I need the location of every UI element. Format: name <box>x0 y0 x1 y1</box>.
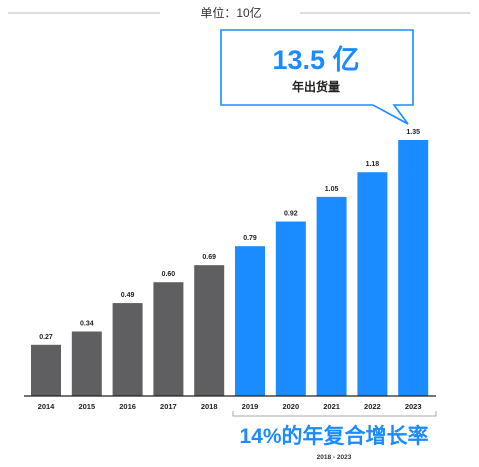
bar-2014 <box>31 344 61 396</box>
bar-2015 <box>71 331 102 396</box>
x-tick-label-2014: 2014 <box>38 402 56 411</box>
bar-2016 <box>112 303 143 396</box>
callout-label: 年出货量 <box>292 79 340 94</box>
bar-value-label-2016: 0.49 <box>121 292 135 299</box>
x-tick-label-2016: 2016 <box>119 402 136 411</box>
bar-series: 0.27 2014 0.34 2015 0.49 2016 0.60 2017 0.69 2018… <box>31 129 429 411</box>
bar-2020 <box>275 221 306 396</box>
bar-2021 <box>316 196 347 396</box>
x-tick-label-2015: 2015 <box>78 402 95 411</box>
bar-2018 <box>194 265 225 396</box>
bar-2019 <box>235 246 265 396</box>
x-tick-label-2018: 2018 <box>201 402 218 411</box>
x-tick-label-2019: 2019 <box>242 402 259 411</box>
bar-value-label-2014: 0.27 <box>39 334 53 341</box>
cagr-bracket <box>232 411 437 417</box>
unit-label: 单位：10亿 <box>200 5 261 20</box>
x-tick-label-2017: 2017 <box>160 402 177 411</box>
callout-value: 13.5 亿 <box>272 45 359 75</box>
callout-box <box>220 29 414 125</box>
bar-value-label-2019: 0.79 <box>243 235 257 242</box>
bar-value-label-2022: 1.18 <box>366 161 380 168</box>
x-tick-label-2022: 2022 <box>364 402 381 411</box>
bar-value-label-2015: 0.34 <box>80 321 94 328</box>
bar-value-label-2023: 1.35 <box>406 129 420 136</box>
x-tick-label-2023: 2023 <box>405 402 422 411</box>
bar-2017 <box>153 282 184 396</box>
bar-value-label-2018: 0.69 <box>202 254 216 261</box>
cagr-text: 14%的年复合增长率 <box>239 424 428 448</box>
x-tick-label-2020: 2020 <box>282 402 299 411</box>
cagr-range: 2018 - 2023 <box>317 454 352 461</box>
bar-value-label-2021: 1.05 <box>325 186 339 193</box>
bar-value-label-2017: 0.60 <box>162 271 176 278</box>
x-tick-label-2021: 2021 <box>323 402 340 411</box>
bar-2022 <box>357 172 388 396</box>
bar-value-label-2020: 0.92 <box>284 211 298 218</box>
bar-2023 <box>398 140 429 396</box>
